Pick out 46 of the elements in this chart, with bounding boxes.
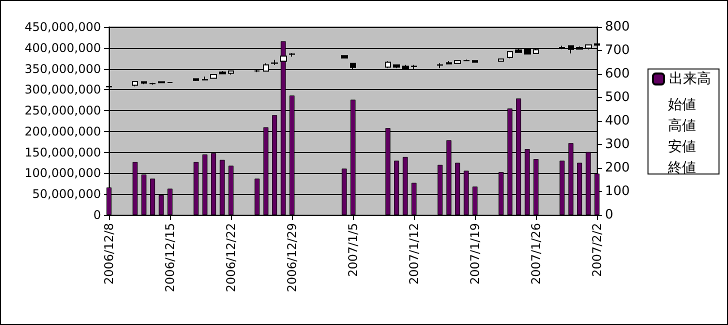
candlestick [210,74,217,79]
x-tick-label: 2006/12/8 [102,223,116,285]
y2-tick-label: 300 [605,137,630,152]
text: 始値 [668,97,696,113]
text: 高値 [668,118,696,134]
y2-tick-label: 600 [605,66,630,82]
y-tick-label: 0 [93,208,101,222]
y-tick-label: 400,000,000 [24,40,101,55]
candlestick [149,82,156,86]
y2-tick-label: 0 [605,208,614,222]
y-tick-label: 150,000,000 [24,145,101,160]
candlestick [132,80,138,87]
y2-tick-label: 100 [605,184,630,199]
legend-label: 出来高 [669,71,711,87]
x-tick-label: 2006/12/15 [163,223,177,292]
y2-tick-label: 200 [605,160,630,176]
y2-tick-label: 400 [605,114,630,128]
y-tick-label: 300,000,000 [24,82,101,97]
y2-tick-label: 700 [605,43,630,58]
y-tick-label: 250,000,000 [24,104,101,118]
candlestick [341,55,348,59]
y-tick-label: 50,000,000 [32,187,101,202]
text: 安値 [668,139,696,155]
y-tick-label: 450,000,000 [24,20,101,34]
candlestick [472,60,478,63]
y2-tick-label: 800 [605,20,630,34]
y2-tick-label: 500 [605,90,630,105]
x-tick-label: 2006/12/22 [224,223,238,292]
x-tick-label: 2007/1/12 [407,223,421,285]
candlestick [507,51,513,59]
candlestick [202,76,208,80]
x-tick-label: 2007/2/2 [590,223,604,277]
x-tick-label: 2007/1/26 [529,223,543,285]
candlestick [498,58,504,62]
y-tick-label: 350,000,000 [24,62,101,76]
candlestick [289,52,295,58]
x-tick-label: 2007/1/5 [346,223,360,277]
candlestick [446,60,452,64]
candlestick [193,78,199,82]
x-tick-label: 2007/1/19 [468,223,482,285]
candlestick [271,59,278,66]
candlestick [454,60,461,64]
x-tick-label: 2006/12/29 [285,223,299,292]
text: 終値 [667,160,696,176]
y-tick-label: 100,000,000 [24,166,101,180]
y-tick-label: 200,000,000 [24,124,101,138]
